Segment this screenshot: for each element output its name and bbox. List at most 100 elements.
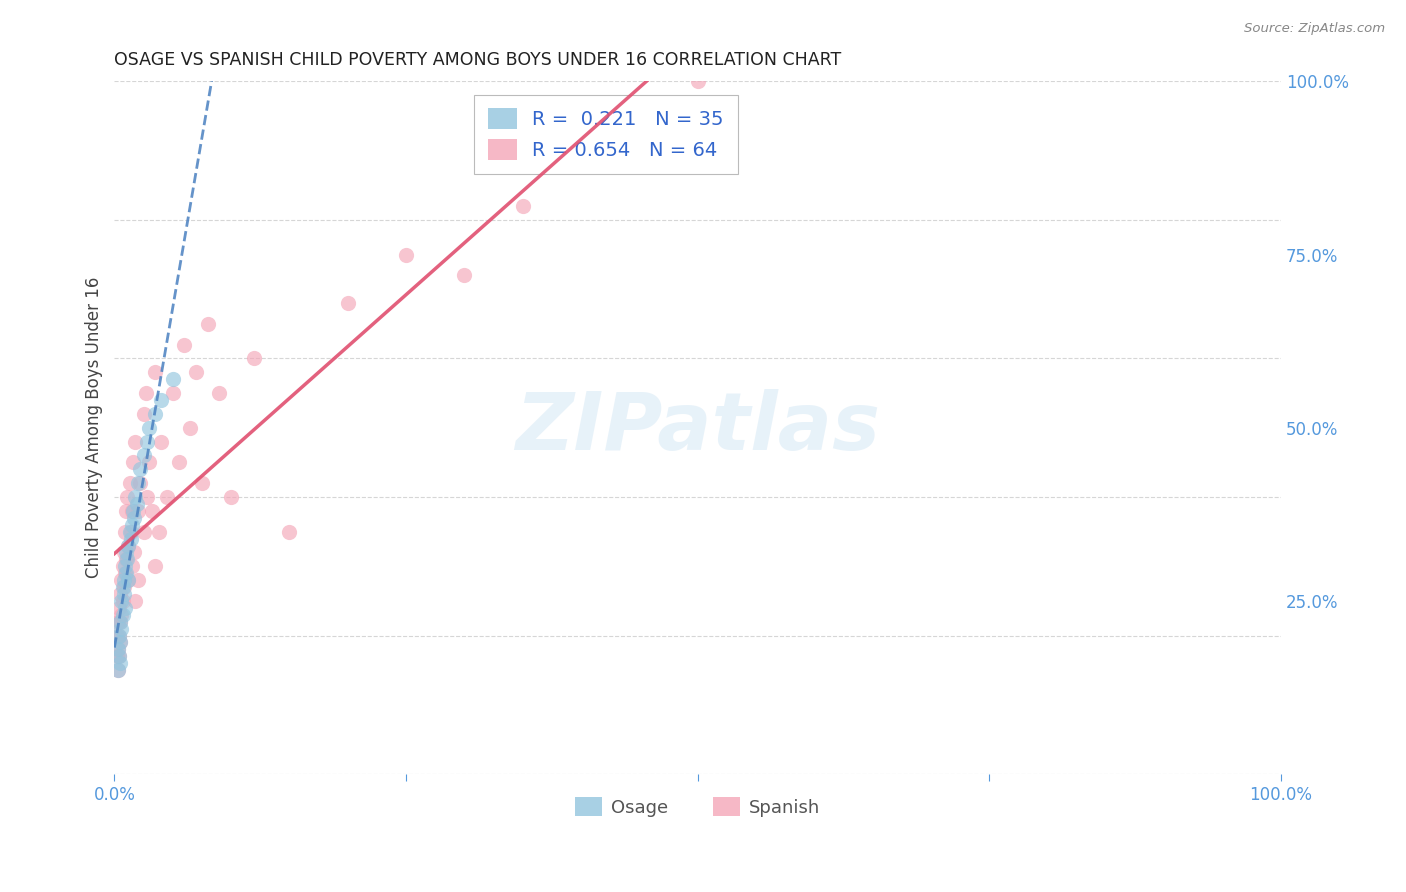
Point bbox=[115, 504, 138, 518]
Point bbox=[143, 407, 166, 421]
Point bbox=[112, 580, 135, 594]
Point bbox=[108, 629, 131, 643]
Point bbox=[115, 545, 138, 559]
Point bbox=[686, 74, 709, 88]
Point bbox=[129, 476, 152, 491]
Point bbox=[112, 573, 135, 587]
Text: OSAGE VS SPANISH CHILD POVERTY AMONG BOYS UNDER 16 CORRELATION CHART: OSAGE VS SPANISH CHILD POVERTY AMONG BOY… bbox=[114, 51, 842, 69]
Point bbox=[127, 504, 149, 518]
Point bbox=[156, 490, 179, 504]
Legend: Osage, Spanish: Osage, Spanish bbox=[568, 790, 828, 824]
Point bbox=[125, 497, 148, 511]
Point bbox=[108, 629, 131, 643]
Point bbox=[110, 587, 132, 601]
Point bbox=[122, 504, 145, 518]
Point bbox=[124, 594, 146, 608]
Point bbox=[135, 386, 157, 401]
Point bbox=[108, 649, 131, 664]
Point bbox=[512, 199, 534, 213]
Point bbox=[111, 559, 134, 574]
Point bbox=[114, 566, 136, 581]
Point bbox=[110, 657, 132, 671]
Point bbox=[110, 615, 132, 629]
Point bbox=[110, 594, 132, 608]
Point bbox=[132, 407, 155, 421]
Point bbox=[110, 622, 132, 636]
Point bbox=[208, 386, 231, 401]
Point bbox=[167, 455, 190, 469]
Point bbox=[114, 524, 136, 539]
Point bbox=[120, 532, 142, 546]
Point bbox=[120, 524, 142, 539]
Point bbox=[117, 573, 139, 587]
Point bbox=[150, 392, 173, 407]
Point bbox=[336, 296, 359, 310]
Point bbox=[136, 490, 159, 504]
Point bbox=[138, 455, 160, 469]
Point bbox=[184, 365, 207, 379]
Point bbox=[132, 449, 155, 463]
Point bbox=[143, 365, 166, 379]
Point bbox=[191, 476, 214, 491]
Point bbox=[395, 247, 418, 261]
Point bbox=[121, 504, 143, 518]
Text: ZIPatlas: ZIPatlas bbox=[515, 389, 880, 467]
Point bbox=[138, 421, 160, 435]
Point bbox=[112, 587, 135, 601]
Point bbox=[117, 552, 139, 566]
Point bbox=[122, 455, 145, 469]
Point bbox=[118, 524, 141, 539]
Point bbox=[197, 317, 219, 331]
Point bbox=[111, 580, 134, 594]
Point bbox=[173, 337, 195, 351]
Point bbox=[127, 476, 149, 491]
Point bbox=[132, 524, 155, 539]
Point bbox=[121, 559, 143, 574]
Point bbox=[110, 607, 132, 622]
Point bbox=[243, 351, 266, 366]
Point bbox=[162, 386, 184, 401]
Point bbox=[115, 552, 138, 566]
Point bbox=[162, 372, 184, 386]
Point bbox=[117, 490, 139, 504]
Point bbox=[453, 268, 475, 283]
Point bbox=[150, 434, 173, 449]
Point bbox=[124, 434, 146, 449]
Point bbox=[141, 504, 163, 518]
Point bbox=[108, 649, 131, 664]
Point bbox=[117, 539, 139, 553]
Point bbox=[110, 615, 132, 629]
Point bbox=[127, 573, 149, 587]
Point bbox=[122, 510, 145, 524]
Point bbox=[110, 573, 132, 587]
Point bbox=[569, 157, 592, 171]
Point bbox=[108, 600, 131, 615]
Point bbox=[179, 421, 201, 435]
Point bbox=[110, 635, 132, 649]
Point bbox=[115, 566, 138, 581]
Point bbox=[124, 490, 146, 504]
Text: Source: ZipAtlas.com: Source: ZipAtlas.com bbox=[1244, 22, 1385, 36]
Point bbox=[129, 462, 152, 476]
Point bbox=[111, 594, 134, 608]
Point bbox=[105, 629, 128, 643]
Point bbox=[143, 559, 166, 574]
Point bbox=[117, 573, 139, 587]
Point bbox=[107, 642, 129, 657]
Point bbox=[148, 524, 170, 539]
Point bbox=[114, 600, 136, 615]
Point bbox=[112, 545, 135, 559]
Point bbox=[107, 642, 129, 657]
Point bbox=[107, 663, 129, 677]
Point bbox=[110, 635, 132, 649]
Point bbox=[122, 545, 145, 559]
Point bbox=[111, 607, 134, 622]
Point bbox=[118, 476, 141, 491]
Point bbox=[105, 649, 128, 664]
Point bbox=[278, 524, 301, 539]
Point bbox=[136, 434, 159, 449]
Y-axis label: Child Poverty Among Boys Under 16: Child Poverty Among Boys Under 16 bbox=[86, 277, 103, 578]
Point bbox=[114, 559, 136, 574]
Point bbox=[107, 615, 129, 629]
Point bbox=[219, 490, 242, 504]
